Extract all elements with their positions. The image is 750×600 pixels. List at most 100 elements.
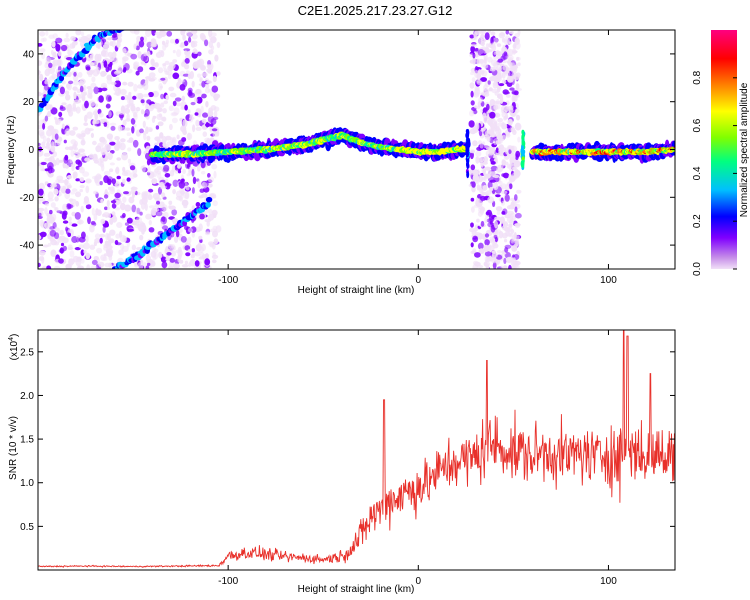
noise-blob xyxy=(501,79,507,85)
noise-blob xyxy=(179,259,184,264)
noise-blob xyxy=(110,125,116,131)
noise-blob xyxy=(498,83,505,87)
noise-blob xyxy=(180,106,186,110)
noise-blob xyxy=(38,182,45,191)
noise-blob xyxy=(487,169,492,175)
noise-blob xyxy=(196,96,203,104)
noise-blob xyxy=(202,112,209,118)
noise-blob xyxy=(512,95,518,102)
noise-blob xyxy=(180,187,184,196)
noise-blob xyxy=(194,260,200,267)
noise-blob xyxy=(46,137,51,143)
noise-blob xyxy=(493,174,500,179)
noise-blob xyxy=(103,122,108,127)
noise-blob xyxy=(190,254,195,259)
noise-blob xyxy=(144,109,150,117)
noise-blob xyxy=(147,166,151,174)
noise-blob xyxy=(199,78,203,83)
noise-blob xyxy=(66,175,73,179)
noise-blob xyxy=(38,212,42,217)
noise-blob xyxy=(493,234,498,239)
noise-blob xyxy=(80,130,86,138)
noise-blob xyxy=(83,85,87,92)
noise-blob xyxy=(187,109,191,114)
noise-blob xyxy=(44,207,48,215)
noise-blob xyxy=(114,181,121,188)
noise-blob xyxy=(150,58,155,66)
noise-blob xyxy=(507,48,514,57)
noise-blob xyxy=(80,249,85,256)
noise-blob xyxy=(140,61,146,65)
noise-blob xyxy=(69,250,75,258)
noise-blob xyxy=(143,132,147,141)
noise-blob xyxy=(187,236,192,244)
noise-blob xyxy=(490,224,496,233)
noise-blob xyxy=(182,130,187,136)
noise-blob xyxy=(211,163,218,170)
noise-blob xyxy=(156,113,163,121)
noise-blob xyxy=(184,260,188,265)
noise-blob xyxy=(483,173,487,182)
noise-blob xyxy=(109,122,117,126)
noise-blob xyxy=(105,120,110,129)
noise-blob xyxy=(502,225,507,231)
noise-blob xyxy=(485,190,492,196)
noise-blob xyxy=(212,75,217,83)
noise-blob xyxy=(195,119,200,127)
noise-blob xyxy=(480,220,485,227)
noise-blob xyxy=(482,185,488,191)
noise-blob xyxy=(42,123,46,130)
noise-blob xyxy=(140,99,145,104)
noise-blob xyxy=(483,84,488,92)
noise-blob xyxy=(103,194,109,199)
noise-blob xyxy=(178,180,185,189)
noise-blob xyxy=(122,57,126,66)
noise-blob xyxy=(139,128,144,134)
noise-blob xyxy=(502,134,506,140)
noise-blob xyxy=(49,229,57,237)
noise-blob xyxy=(191,33,198,40)
noise-blob xyxy=(46,129,53,137)
noise-blob xyxy=(119,202,126,211)
noise-blob xyxy=(168,205,176,210)
noise-blob xyxy=(469,110,475,117)
noise-blob xyxy=(73,71,77,77)
noise-blob xyxy=(477,242,484,250)
noise-blob xyxy=(208,107,214,114)
noise-blob xyxy=(53,116,58,120)
noise-blob xyxy=(131,109,139,114)
noise-blob xyxy=(196,89,203,98)
noise-blob xyxy=(38,124,43,130)
noise-blob xyxy=(187,73,192,80)
noise-blob xyxy=(183,48,191,52)
noise-blob xyxy=(510,66,518,74)
noise-blob xyxy=(200,105,204,114)
noise-blob xyxy=(182,168,187,174)
noise-blob xyxy=(88,73,93,78)
noise-blob xyxy=(122,119,127,126)
trace-blob xyxy=(125,21,132,28)
noise-blob xyxy=(114,136,120,141)
noise-blob xyxy=(111,203,117,209)
noise-blob xyxy=(495,50,501,55)
noise-blob xyxy=(496,210,501,216)
noise-blob xyxy=(88,153,94,159)
noise-blob xyxy=(125,118,131,122)
noise-blob xyxy=(477,69,482,77)
noise-blob xyxy=(116,41,121,48)
noise-blob xyxy=(105,66,110,73)
noise-blob xyxy=(79,85,84,93)
noise-blob xyxy=(209,123,214,127)
noise-blob xyxy=(486,120,492,125)
noise-blob xyxy=(184,50,188,56)
noise-blob xyxy=(509,105,514,111)
noise-blob xyxy=(484,134,490,140)
noise-blob xyxy=(86,111,93,119)
noise-blob xyxy=(470,45,476,53)
noise-blob xyxy=(100,50,107,57)
noise-blob xyxy=(98,95,104,103)
noise-blob xyxy=(46,141,50,148)
noise-blob xyxy=(85,66,91,71)
noise-blob xyxy=(133,113,138,121)
noise-blob xyxy=(51,40,56,48)
